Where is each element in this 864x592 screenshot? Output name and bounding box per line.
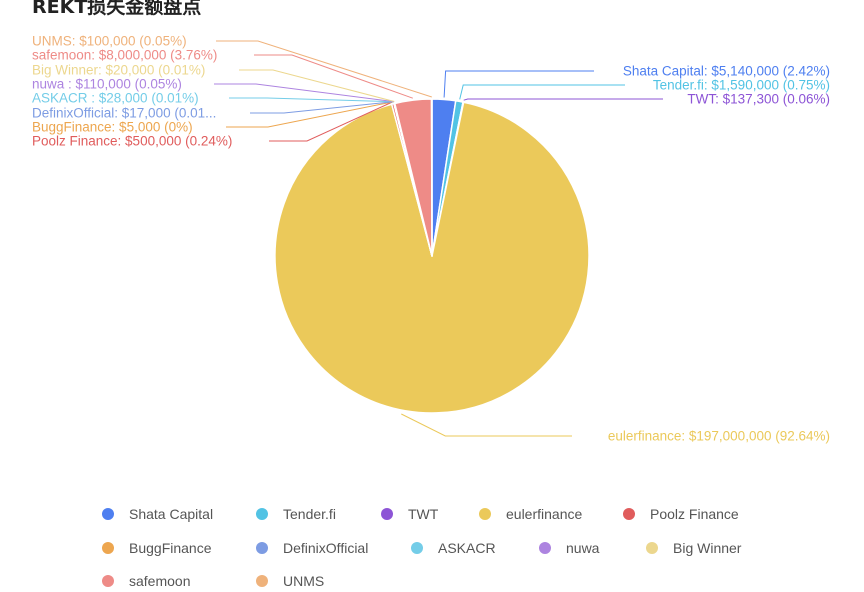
legend-item-buggfinance[interactable]: BuggFinance: [102, 537, 212, 559]
legend-item-big-winner[interactable]: Big Winner: [646, 537, 741, 559]
legend-marker: [381, 508, 393, 520]
legend-marker: [256, 575, 268, 587]
legend-marker: [539, 542, 551, 554]
slice-label-askacr: ASKACR : $28,000 (0.01%): [32, 91, 199, 106]
slice-label-definixofficial: DefinixOfficial: $17,000 (0.01...: [32, 106, 216, 121]
leader-line-unms: [216, 41, 432, 97]
pie-chart: Shata Capital: $5,140,000 (2.42%)Tender.…: [0, 0, 864, 490]
legend-marker: [102, 508, 114, 520]
slice-label-safemoon: safemoon: $8,000,000 (3.76%): [32, 48, 217, 63]
legend-item-twt[interactable]: TWT: [381, 503, 438, 525]
legend-marker: [411, 542, 423, 554]
legend-label: UNMS: [283, 573, 324, 589]
legend-item-definixofficial[interactable]: DefinixOfficial: [256, 537, 368, 559]
slice-label-twt: TWT: $137,300 (0.06%): [687, 92, 830, 107]
legend-item-safemoon[interactable]: safemoon: [102, 570, 190, 592]
legend-item-poolz-finance[interactable]: Poolz Finance: [623, 503, 739, 525]
legend-marker: [102, 575, 114, 587]
leader-line-twt: [464, 99, 663, 100]
slice-label-nuwa: nuwa : $110,000 (0.05%): [32, 77, 182, 92]
legend-label: safemoon: [129, 573, 190, 589]
pie-slices: [275, 99, 589, 413]
legend-marker: [646, 542, 658, 554]
legend-item-shata-capital[interactable]: Shata Capital: [102, 503, 213, 525]
legend-marker: [256, 508, 268, 520]
slice-label-big-winner: Big Winner: $20,000 (0.01%): [32, 63, 205, 78]
legend-item-nuwa[interactable]: nuwa: [539, 537, 599, 559]
slice-label-eulerfinance: eulerfinance: $197,000,000 (92.64%): [608, 429, 830, 444]
legend: Shata Capital Tender.fi TWT eulerfinance Poo…: [0, 500, 864, 590]
leader-line-safemoon: [254, 55, 413, 98]
legend-label: nuwa: [566, 540, 599, 556]
legend-item-eulerfinance[interactable]: eulerfinance: [479, 503, 582, 525]
legend-label: DefinixOfficial: [283, 540, 368, 556]
leader-line-big-winner: [239, 70, 394, 102]
legend-label: Poolz Finance: [650, 506, 739, 522]
slice-label-buggfinance: BuggFinance: $5,000 (0%): [32, 120, 193, 135]
legend-marker: [623, 508, 635, 520]
slice-label-unms: UNMS: $100,000 (0.05%): [32, 34, 187, 49]
slice-label-shata-capital: Shata Capital: $5,140,000 (2.42%): [623, 64, 830, 79]
legend-item-askacr[interactable]: ASKACR: [411, 537, 496, 559]
legend-label: ASKACR: [438, 540, 496, 556]
slice-label-poolz-finance: Poolz Finance: $500,000 (0.24%): [32, 134, 232, 149]
leader-line-shata-capital: [444, 71, 594, 98]
leader-line-tender-fi: [460, 85, 625, 99]
legend-label: Big Winner: [673, 540, 741, 556]
legend-marker: [479, 508, 491, 520]
legend-label: BuggFinance: [129, 540, 212, 556]
leader-line-eulerfinance: [401, 414, 572, 436]
legend-label: TWT: [408, 506, 438, 522]
legend-marker: [256, 542, 268, 554]
legend-item-tender-fi[interactable]: Tender.fi: [256, 503, 336, 525]
legend-label: Tender.fi: [283, 506, 336, 522]
slice-label-tender-fi: Tender.fi: $1,590,000 (0.75%): [653, 78, 830, 93]
legend-label: eulerfinance: [506, 506, 582, 522]
legend-item-unms[interactable]: UNMS: [256, 570, 324, 592]
legend-marker: [102, 542, 114, 554]
legend-label: Shata Capital: [129, 506, 213, 522]
